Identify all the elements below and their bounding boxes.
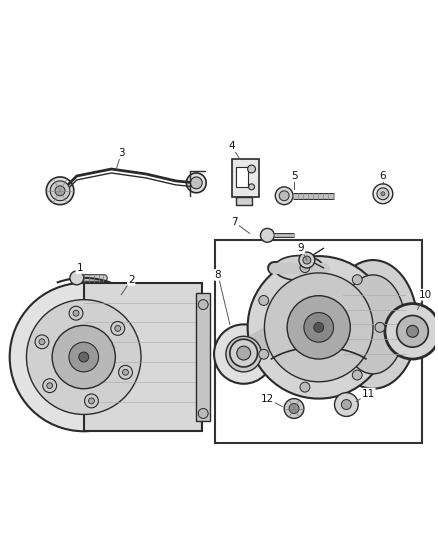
Circle shape xyxy=(300,263,310,272)
Circle shape xyxy=(52,325,115,389)
Ellipse shape xyxy=(328,260,417,389)
Bar xyxy=(196,293,210,422)
Text: 1: 1 xyxy=(77,263,83,273)
Text: 8: 8 xyxy=(215,270,221,280)
Circle shape xyxy=(230,339,258,367)
Circle shape xyxy=(275,187,293,205)
Bar xyxy=(215,240,422,443)
Circle shape xyxy=(261,229,274,243)
Circle shape xyxy=(39,339,45,345)
Circle shape xyxy=(247,256,390,399)
Circle shape xyxy=(247,165,255,173)
Circle shape xyxy=(289,403,299,414)
Circle shape xyxy=(249,184,254,190)
Circle shape xyxy=(279,191,289,201)
Circle shape xyxy=(284,399,304,418)
Bar xyxy=(236,197,251,205)
Circle shape xyxy=(237,346,251,360)
Circle shape xyxy=(10,283,158,431)
Circle shape xyxy=(47,383,53,389)
Circle shape xyxy=(73,310,79,316)
Circle shape xyxy=(303,256,311,264)
Circle shape xyxy=(88,398,95,404)
Text: 11: 11 xyxy=(361,389,375,399)
Circle shape xyxy=(406,325,418,337)
Circle shape xyxy=(377,188,389,200)
Text: 9: 9 xyxy=(298,243,304,253)
Text: 4: 4 xyxy=(229,141,235,151)
Circle shape xyxy=(111,321,125,335)
Circle shape xyxy=(352,274,362,285)
Circle shape xyxy=(259,349,268,359)
Circle shape xyxy=(299,252,315,268)
Circle shape xyxy=(55,186,65,196)
Circle shape xyxy=(214,325,273,384)
Text: 3: 3 xyxy=(118,148,124,158)
Circle shape xyxy=(70,271,84,285)
Bar xyxy=(236,167,247,187)
Circle shape xyxy=(397,316,428,347)
Circle shape xyxy=(198,300,208,310)
Circle shape xyxy=(115,326,121,332)
Text: 12: 12 xyxy=(261,393,274,403)
Circle shape xyxy=(385,304,438,359)
Circle shape xyxy=(191,177,202,189)
Circle shape xyxy=(50,181,70,201)
Circle shape xyxy=(119,365,132,379)
Circle shape xyxy=(381,192,385,196)
Circle shape xyxy=(373,184,393,204)
Circle shape xyxy=(287,296,350,359)
Circle shape xyxy=(35,335,49,349)
Circle shape xyxy=(123,369,128,375)
Circle shape xyxy=(265,273,373,382)
Circle shape xyxy=(304,312,333,342)
Circle shape xyxy=(375,322,385,332)
Circle shape xyxy=(43,379,57,393)
Text: 7: 7 xyxy=(232,217,238,228)
Bar xyxy=(232,159,259,197)
Circle shape xyxy=(352,370,362,380)
Bar xyxy=(84,283,202,431)
Circle shape xyxy=(187,173,206,193)
Circle shape xyxy=(314,322,324,332)
Circle shape xyxy=(342,400,351,409)
Circle shape xyxy=(85,394,99,408)
Circle shape xyxy=(69,306,83,320)
Circle shape xyxy=(69,342,99,372)
Circle shape xyxy=(300,382,310,392)
Circle shape xyxy=(236,346,251,362)
Circle shape xyxy=(79,352,88,362)
Text: 5: 5 xyxy=(291,171,297,181)
Text: 6: 6 xyxy=(380,171,386,181)
Circle shape xyxy=(226,336,261,372)
Text: 2: 2 xyxy=(128,275,134,285)
Ellipse shape xyxy=(274,256,324,280)
Ellipse shape xyxy=(341,275,405,374)
Circle shape xyxy=(46,177,74,205)
Circle shape xyxy=(26,300,141,415)
Text: 10: 10 xyxy=(419,290,432,300)
Circle shape xyxy=(198,408,208,418)
Circle shape xyxy=(335,393,358,416)
Circle shape xyxy=(259,295,268,305)
